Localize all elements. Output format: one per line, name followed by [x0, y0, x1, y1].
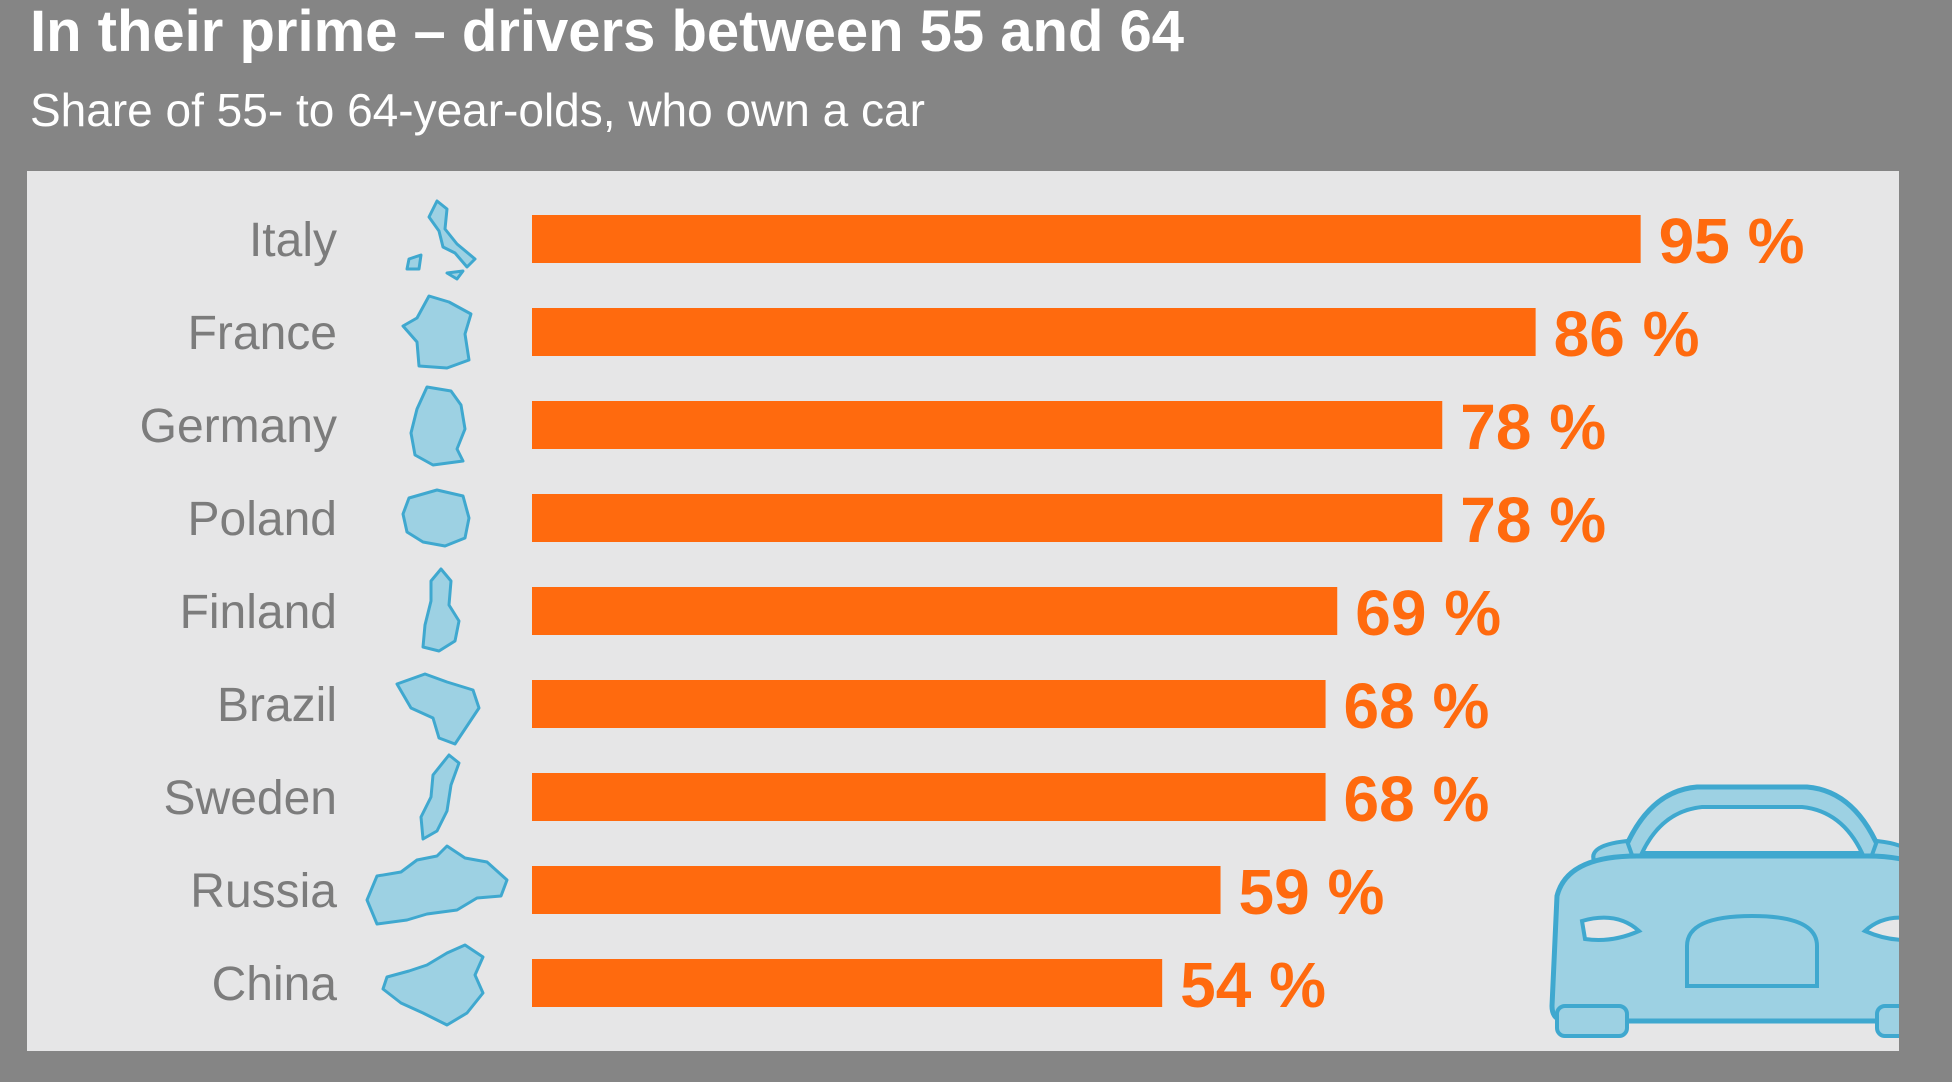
category-label: France	[188, 307, 337, 360]
value-label: 69 %	[1355, 577, 1501, 649]
category-label: China	[212, 958, 338, 1011]
bar	[532, 587, 1338, 635]
bar	[532, 215, 1641, 263]
bar-row: Poland 78 %	[188, 484, 1607, 556]
bar-row: Italy 95 %	[249, 199, 1805, 281]
category-label: Brazil	[217, 679, 337, 732]
france-map-icon	[401, 294, 473, 370]
bar-row: France 86 %	[188, 294, 1700, 370]
bar-row: China 54 %	[212, 943, 1326, 1027]
bar-row: Russia 59 %	[190, 844, 1385, 928]
sweden-map-icon	[419, 753, 461, 841]
category-label: Italy	[249, 214, 337, 267]
bar	[532, 680, 1326, 728]
category-label: Sweden	[164, 772, 337, 825]
bar	[532, 866, 1221, 914]
bar	[532, 401, 1443, 449]
china-map-icon	[381, 943, 485, 1027]
value-label: 68 %	[1344, 670, 1490, 742]
value-label: 95 %	[1659, 205, 1805, 277]
value-label: 59 %	[1239, 856, 1385, 928]
bar-rows: Italy 95 % France 86 % Germany 78 % Poland 78 %…	[140, 199, 1805, 1027]
poland-map-icon	[401, 488, 471, 548]
italy-map-icon	[405, 199, 477, 281]
value-label: 86 %	[1554, 298, 1700, 370]
value-label: 78 %	[1460, 484, 1606, 556]
bar	[532, 308, 1536, 356]
finland-map-icon	[421, 567, 461, 653]
category-label: Poland	[188, 493, 337, 546]
chart-panel: Italy 95 % France 86 % Germany 78 % Poland 78 %…	[27, 171, 1899, 1051]
bar	[532, 773, 1326, 821]
brazil-map-icon	[395, 672, 481, 746]
category-label: Russia	[190, 865, 337, 918]
bar-row: Finland 69 %	[180, 567, 1501, 653]
category-label: Germany	[140, 400, 337, 453]
chart-title: In their prime – drivers between 55 and …	[30, 0, 1184, 64]
bar	[532, 494, 1443, 542]
chart-subtitle: Share of 55- to 64-year-olds, who own a …	[30, 84, 925, 136]
value-label: 78 %	[1460, 391, 1606, 463]
bar-row: Germany 78 %	[140, 385, 1606, 467]
car-icon	[1549, 784, 1899, 1038]
category-label: Finland	[180, 586, 337, 639]
value-label: 54 %	[1180, 949, 1326, 1021]
bar-row: Sweden 68 %	[164, 753, 1490, 841]
germany-map-icon	[409, 385, 467, 467]
bar-row: Brazil 68 %	[217, 670, 1490, 746]
bar	[532, 959, 1163, 1007]
bar-chart: Italy 95 % France 86 % Germany 78 % Poland 78 %…	[140, 199, 1899, 1038]
value-label: 68 %	[1344, 763, 1490, 835]
russia-map-icon	[365, 844, 509, 926]
